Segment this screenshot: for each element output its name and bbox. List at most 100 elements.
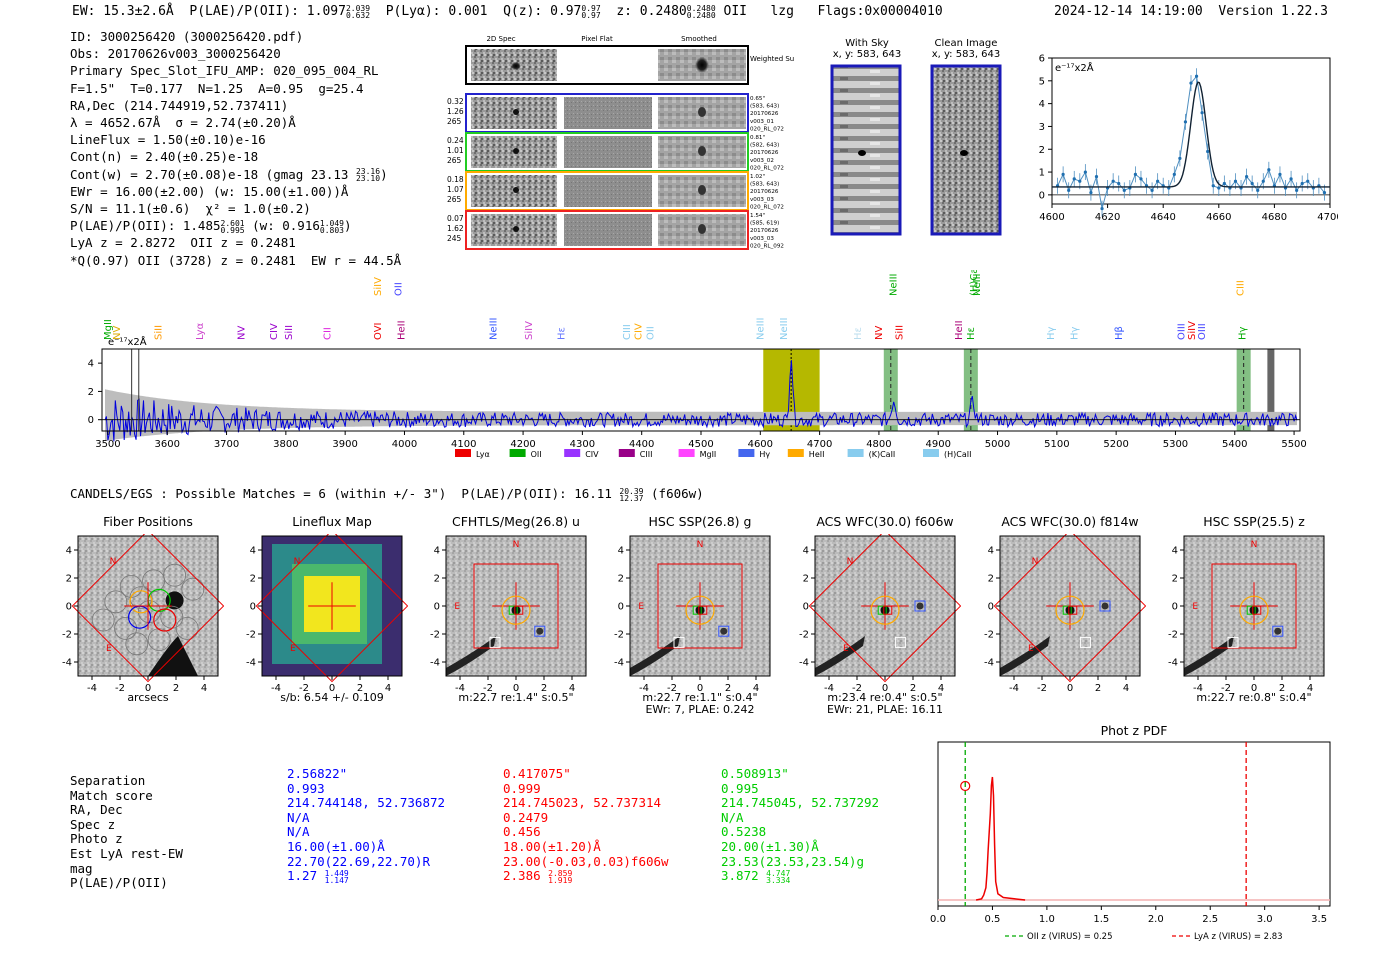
red-ew: 18.00(±1.20)Å [503, 838, 601, 854]
line-label: NeIII [755, 318, 766, 340]
red-specz: 0.2479 [503, 809, 549, 825]
target-source [695, 605, 705, 615]
cutout-row-info: v003_03 [750, 236, 774, 242]
legend-label: MgII [700, 450, 717, 459]
imaging-panel-caption: s/b: 6.54 +/- 0.109 [280, 691, 384, 704]
imaging-panel: N E -4 -4 -2 -2 0 0 2 2 4 4 [799, 534, 961, 694]
plae-w: (w: 0.916 [252, 218, 320, 234]
line-label: NeIII [488, 318, 499, 340]
line-label-text: Lyα [195, 322, 206, 340]
cutout-row-info: 20170626 [750, 150, 779, 156]
line-label: (H)CaII [969, 270, 980, 296]
legend-swatch [509, 449, 526, 457]
panel-ytick-label: 4 [1172, 546, 1178, 557]
cutout-row-info: (583, 643) [750, 182, 779, 188]
green-plae-value: 3.872 [721, 868, 759, 884]
panel-xtick-label: 4 [1123, 683, 1129, 694]
line-label-text: SiIV [524, 321, 535, 340]
plae-w-lo: 0.803 [319, 225, 344, 235]
north-marker: N [294, 557, 301, 567]
match-box-white [1079, 636, 1091, 648]
header-qz-lo: 0.97 [581, 10, 601, 20]
panel-xtick-label: 4 [753, 683, 759, 694]
line-label: OIII [1197, 323, 1208, 340]
cutout-col-pixelflat: Pixel Flat [581, 35, 613, 43]
imaging-panel: N E -4 -4 -2 -2 0 0 2 2 4 4 [984, 534, 1146, 694]
spectrum-xtick-label: 4200 [510, 439, 535, 450]
plae-w-hi: 1.049 [319, 218, 344, 228]
spectrum-xtick-label: 3500 [95, 439, 120, 450]
legend-label: CIV [585, 450, 599, 459]
candels-filter: (f606w) [651, 486, 704, 501]
red-photoz: 0.456 [503, 824, 541, 840]
panel-ytick-label: 2 [1172, 574, 1178, 585]
spectrum-ytick-label: 2 [88, 387, 94, 398]
zoom-data-point [1306, 179, 1310, 183]
zoom-xtick-label: 4680 [1262, 212, 1287, 223]
photz-xtick-label: 3.5 [1311, 914, 1327, 925]
line-label-text: SiII [284, 325, 295, 340]
zoom-data-point [1245, 175, 1249, 179]
cutout-row-info: v003_03 [750, 197, 774, 203]
cutout-row-frame [465, 210, 749, 250]
cutout-row-stat: 0.24 [447, 136, 464, 145]
red-plae-lo: 1.919 [548, 875, 573, 885]
line-label: Lyα [195, 322, 206, 340]
panel-ytick-label: 2 [250, 574, 256, 585]
line-label-text: Hε [557, 327, 568, 340]
imaging-panel: N E -4 -4 -2 -2 0 0 2 2 4 4 [614, 535, 771, 694]
cutout-row-smoothed-blob [698, 107, 706, 117]
zoom-xtick-label: 4600 [1039, 212, 1064, 223]
fiber-circle [129, 586, 153, 609]
spectrum-xtick-label: 3900 [332, 439, 357, 450]
zoom-ytick-label: 4 [1039, 99, 1045, 110]
line-label-text: OII [394, 282, 405, 296]
label-plae: P(LAE)/P(OII) [70, 875, 168, 891]
north-marker: N [697, 540, 704, 550]
panel-ytick-label: -2 [799, 630, 809, 641]
info-lineflux: LineFlux = 1.50(±0.10)e-16 [70, 132, 266, 148]
panel-xtick-label: 2 [1095, 683, 1101, 694]
panel-ytick-label: 0 [803, 602, 809, 613]
panel-xtick-label: -2 [667, 683, 677, 694]
line-label: SiII [153, 325, 164, 340]
blue-radec: 214.744148, 52.736872 [287, 795, 446, 811]
cutout-row-stat: 245 [447, 234, 462, 243]
info-ewr: EWr = 16.00(±2.00) (w: 15.00(±1.00))Å [70, 183, 349, 199]
zoom-data-point [1300, 181, 1304, 186]
line-label-text: OIII [1197, 323, 1208, 340]
masked-band [1267, 349, 1275, 431]
match-box-blue [1272, 625, 1284, 637]
zoom-data-point [1078, 179, 1082, 183]
legend-swatch [618, 449, 635, 457]
spectrum-xtick-label: 4000 [392, 439, 417, 450]
zoom-data-point [1183, 120, 1188, 124]
match-column-red: 0.417075" 0.999 214.745023, 52.737314 0.… [503, 766, 669, 885]
panel-xtick-label: 4 [385, 683, 391, 694]
line-marker-band [1236, 349, 1251, 431]
panel-ytick-label: 2 [66, 574, 72, 585]
east-marker: E [106, 644, 112, 654]
timestamp: 2024-12-14 14:19:00 [1054, 4, 1203, 19]
header-z: z: 0.2480 [616, 4, 687, 19]
spec-cutouts: 2D Spec Pixel Flat Smoothed Weighted Sum… [447, 35, 794, 250]
panel-ytick-label: 4 [434, 546, 440, 557]
photz-xtick-label: 2.5 [1202, 914, 1218, 925]
line-label-text: NeIII [972, 274, 983, 296]
neighbor-source [1101, 602, 1109, 610]
zoom-ytick-label: 5 [1039, 76, 1045, 87]
line-label-text: MgII [103, 319, 114, 340]
contw-text: Cont(w) = 2.70(±0.08)e-18 (gmag 23.13 [70, 166, 349, 182]
ifu-footprint [71, 534, 224, 683]
with-sky-xy: x, y: 583, 643 [832, 49, 902, 60]
blue-score: 0.993 [287, 780, 325, 796]
blue-specz: N/A [287, 809, 310, 825]
match-box-green [692, 605, 702, 615]
galaxy-tail [1000, 636, 1050, 676]
line-label: NV [112, 326, 123, 340]
match-box-blue [534, 625, 546, 637]
line-label-text: CIII [622, 324, 633, 340]
green-mag: 23.53(23.53,23.54)g [721, 853, 864, 869]
line-label: Hε [853, 327, 864, 340]
fiber-circle [91, 608, 115, 632]
